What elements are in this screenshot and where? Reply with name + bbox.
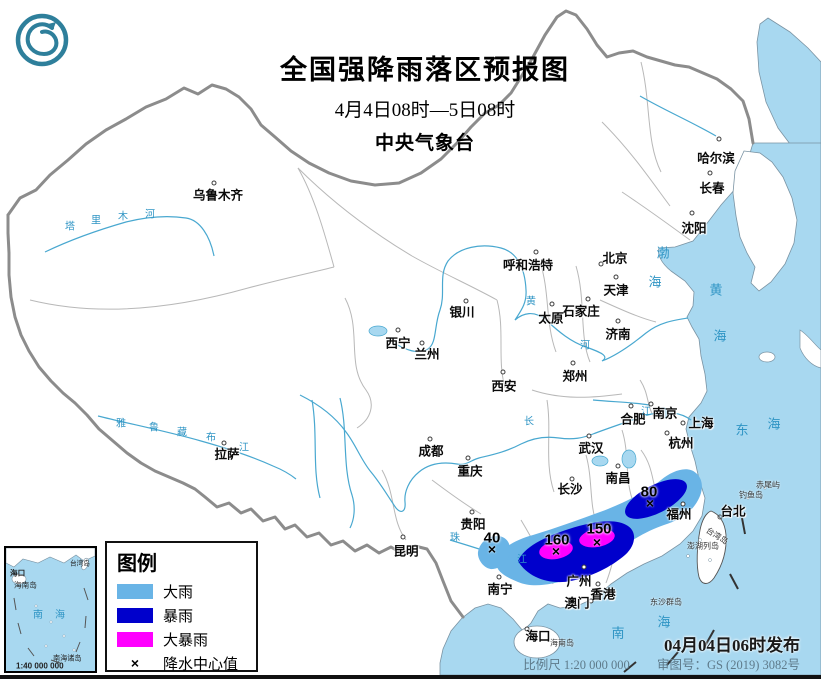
map-scale: 比例尺 1:20 000 000 [523, 658, 630, 672]
inset-hainan-label: 海南岛 [14, 580, 37, 590]
rain-severe-west [539, 540, 573, 560]
legend-marker-row: × 降水中心值 [117, 651, 248, 675]
islets [686, 486, 767, 562]
kyushu-island [799, 329, 821, 369]
cma-dragon-logo-icon [12, 10, 72, 70]
forecast-period: 4月4日08时—5日08时 [334, 100, 516, 121]
inset-islets [34, 604, 76, 652]
scale-and-approval: 比例尺 1:20 000 000 审图号：GS (2019) 3082号 [523, 654, 800, 673]
precip-center-mark-icon: × [130, 655, 140, 671]
legend-item: 大雨 [117, 579, 248, 603]
agency-name: 中央气象台 [374, 133, 475, 154]
japan-sea [756, 17, 821, 169]
korea-peninsula [732, 150, 798, 292]
rain-severe-east [579, 528, 615, 548]
approval-number: 审图号：GS (2019) 3082号 [656, 658, 800, 672]
page-title: 全国强降雨落区预报图 [280, 55, 570, 85]
yarlung-river [97, 415, 297, 480]
inset-sea-label: 南海 [33, 610, 77, 621]
legend-marker-label: 降水中心值 [163, 655, 239, 673]
national-border [6, 9, 755, 619]
rain-storm-band [518, 521, 635, 583]
rain-areas [477, 469, 702, 586]
inset-haikou-label: 海口 [10, 568, 26, 578]
legend-title: 图例 [117, 553, 157, 575]
legend-swatch [117, 607, 153, 623]
taiwan-island [696, 510, 727, 584]
yellow-river [391, 245, 689, 362]
legend-item-label: 暴雨 [163, 607, 194, 625]
poyang-lake [621, 449, 637, 469]
inset-taiwan [81, 557, 89, 571]
inset-hainan [11, 573, 27, 585]
nu-river [311, 399, 321, 499]
tarim-river [44, 216, 215, 257]
inset-taiwan-label: 台湾岛 [70, 560, 90, 568]
legend-box: 图例 大雨暴雨大暴雨 × 降水中心值 [105, 541, 258, 675]
jeju-island [758, 351, 776, 363]
rain-storm-patch-80 [625, 479, 687, 519]
yangtze-river [299, 394, 692, 512]
dongting-lake [591, 455, 609, 467]
south-china-sea-inset: 海口 海南岛 台湾岛 南海 南海诸岛 1:40 000 000 [4, 546, 97, 673]
bottom-bar [0, 675, 821, 679]
songhua-river [639, 95, 717, 137]
map-header: 全国强降雨落区预报图 4月4日08时—5日08时 中央气象台 [190, 48, 660, 155]
legend-item-label: 大雨 [163, 583, 194, 601]
rain-heavy-patch-40 [477, 536, 511, 570]
legend-items: 大雨 暴雨 大暴雨 [117, 579, 248, 651]
sea-boundary-dashes [623, 517, 746, 673]
legend-item: 暴雨 [117, 603, 248, 627]
inset-coast [6, 548, 95, 568]
legend-swatch [117, 631, 153, 647]
lakes [368, 325, 670, 469]
hainan-island-shape [513, 625, 561, 659]
inset-dash-line [13, 587, 89, 664]
legend-item-label: 大暴雨 [163, 631, 209, 649]
qinghai-lake [368, 325, 388, 337]
inset-islands-label: 南海诸岛 [53, 653, 82, 663]
huai-river [592, 399, 650, 406]
inset-scale-label: 1:40 000 000 [16, 661, 64, 671]
lancang-river [339, 397, 355, 529]
legend-swatch [117, 583, 153, 599]
taihu-lake [656, 407, 670, 419]
legend-item: 大暴雨 [117, 627, 248, 651]
release-time: 04月04日06时发布 [664, 636, 800, 655]
